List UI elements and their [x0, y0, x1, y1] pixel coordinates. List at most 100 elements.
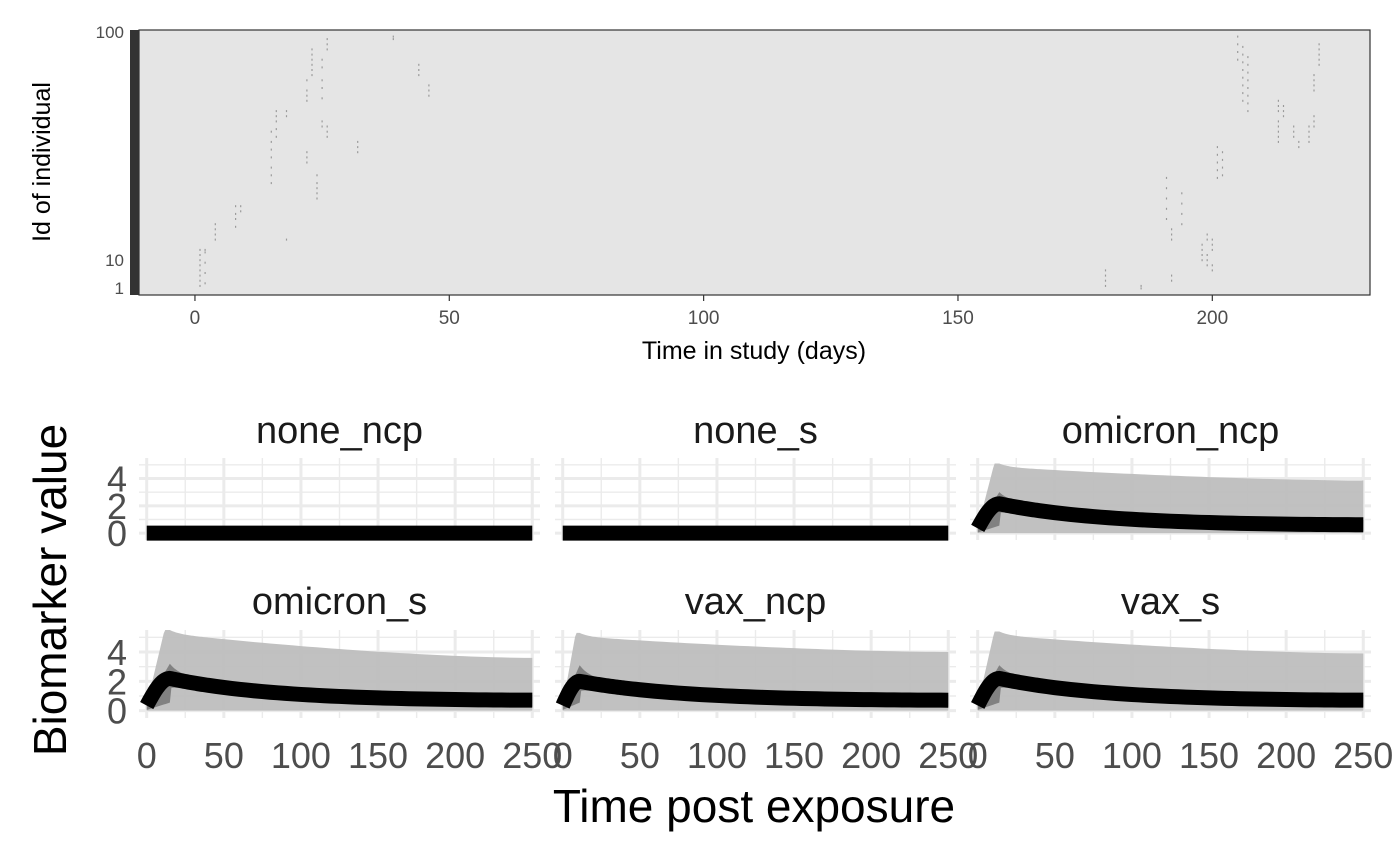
sample-point	[1242, 76, 1244, 79]
sample-point	[306, 99, 308, 102]
sample-point	[1104, 269, 1107, 272]
facet-panel-none_ncp: none_ncp 024	[107, 410, 540, 554]
sample-point	[1313, 79, 1315, 82]
sample-point	[1216, 153, 1218, 156]
sample-point	[1201, 248, 1203, 251]
sample-point	[316, 174, 318, 177]
sample-point	[1104, 274, 1107, 277]
y-tick-label: 2	[107, 486, 127, 527]
sample-point	[306, 79, 308, 82]
sample-point	[1318, 48, 1320, 51]
facet-strip-label: none_s	[693, 410, 818, 452]
sample-point	[1242, 45, 1244, 48]
sample-point	[326, 125, 328, 128]
sample-point	[1313, 125, 1315, 128]
x-tick-label: 250	[918, 735, 978, 776]
sample-point	[204, 261, 206, 264]
sample-point	[306, 94, 308, 97]
sample-point	[321, 97, 323, 100]
sample-point	[199, 259, 201, 262]
sample-point	[1313, 120, 1315, 123]
sample-point	[1318, 53, 1320, 56]
sample-point	[235, 225, 237, 228]
facet-strip-label: vax_s	[1121, 581, 1220, 623]
sample-point	[204, 251, 206, 254]
sample-point	[326, 130, 328, 133]
sample-point	[285, 238, 288, 241]
sample-point	[1247, 94, 1249, 97]
sample-point	[357, 140, 359, 143]
sample-point	[306, 151, 308, 154]
median-line	[555, 673, 949, 710]
sample-point	[321, 66, 323, 69]
sample-point	[1277, 99, 1279, 102]
sample-point	[1247, 71, 1249, 74]
facet-panel-vax_ncp: vax_ncp 0 50 100 150 200 250	[553, 581, 979, 776]
sample-point	[321, 58, 323, 61]
sample-point	[1206, 259, 1208, 262]
x-tick-label: 150	[1179, 735, 1239, 776]
sample-point	[1308, 135, 1310, 138]
x-tick-label: 150	[348, 735, 408, 776]
sample-point	[316, 182, 318, 185]
sample-point	[1242, 69, 1244, 71]
sample-point	[392, 35, 394, 38]
sample-point	[1282, 115, 1285, 118]
sample-point	[1201, 254, 1203, 256]
sample-point	[1211, 238, 1213, 241]
sample-point	[199, 274, 201, 277]
sample-point	[306, 89, 308, 92]
y-tick-label: 2	[107, 661, 127, 702]
y-tick-label: 10	[105, 251, 124, 270]
facet-strip-label: vax_ncp	[685, 581, 827, 623]
x-tick-label: 100	[688, 308, 720, 329]
sample-point	[1171, 279, 1173, 282]
sample-point	[199, 264, 201, 267]
sample-point	[1165, 187, 1168, 190]
sample-point	[1104, 284, 1107, 287]
sample-point	[1165, 176, 1168, 179]
sample-point	[199, 269, 201, 272]
sample-point	[1242, 84, 1244, 87]
y-tick-label: 4	[107, 459, 127, 500]
sample-point	[1221, 166, 1224, 169]
sample-point	[392, 38, 394, 41]
x-tick-label: 0	[137, 735, 157, 776]
sample-point	[235, 212, 237, 215]
sample-point	[275, 135, 277, 138]
sample-point	[1242, 92, 1244, 95]
sample-point	[214, 223, 216, 226]
timeline-x-axis-title: Time in study (days)	[642, 337, 866, 365]
sample-point	[1181, 202, 1183, 205]
x-tick-label: 0	[190, 308, 201, 329]
sample-point	[1277, 130, 1279, 133]
timeline-y-axis: 100 10 1	[96, 23, 124, 298]
sample-point	[1247, 110, 1249, 113]
sample-point	[1211, 243, 1213, 246]
sample-point	[1211, 269, 1213, 272]
y-tick-label: 4	[107, 632, 127, 673]
sample-point	[199, 248, 201, 251]
sample-point	[1293, 125, 1295, 128]
sample-point	[275, 110, 277, 113]
sample-point	[285, 110, 288, 113]
x-tick-label: 0	[968, 735, 988, 776]
sample-point	[306, 156, 308, 159]
sample-point	[270, 140, 272, 143]
sample-point	[1206, 233, 1208, 236]
x-tick-label: 50	[620, 735, 660, 776]
sample-point	[1247, 79, 1249, 82]
x-tick-label: 200	[425, 735, 485, 776]
sample-point	[1242, 61, 1244, 64]
sample-point	[1140, 287, 1142, 290]
sample-point	[214, 238, 216, 241]
sample-point	[1247, 63, 1249, 66]
median-line	[971, 670, 1364, 710]
sample-point	[321, 87, 323, 89]
y-tick-label: 1	[115, 279, 124, 298]
sample-point	[326, 43, 328, 46]
sample-point	[1293, 135, 1295, 138]
x-tick-label: 50	[1035, 735, 1075, 776]
timeline-x-axis: 0 50 100 150 200	[190, 295, 1228, 329]
